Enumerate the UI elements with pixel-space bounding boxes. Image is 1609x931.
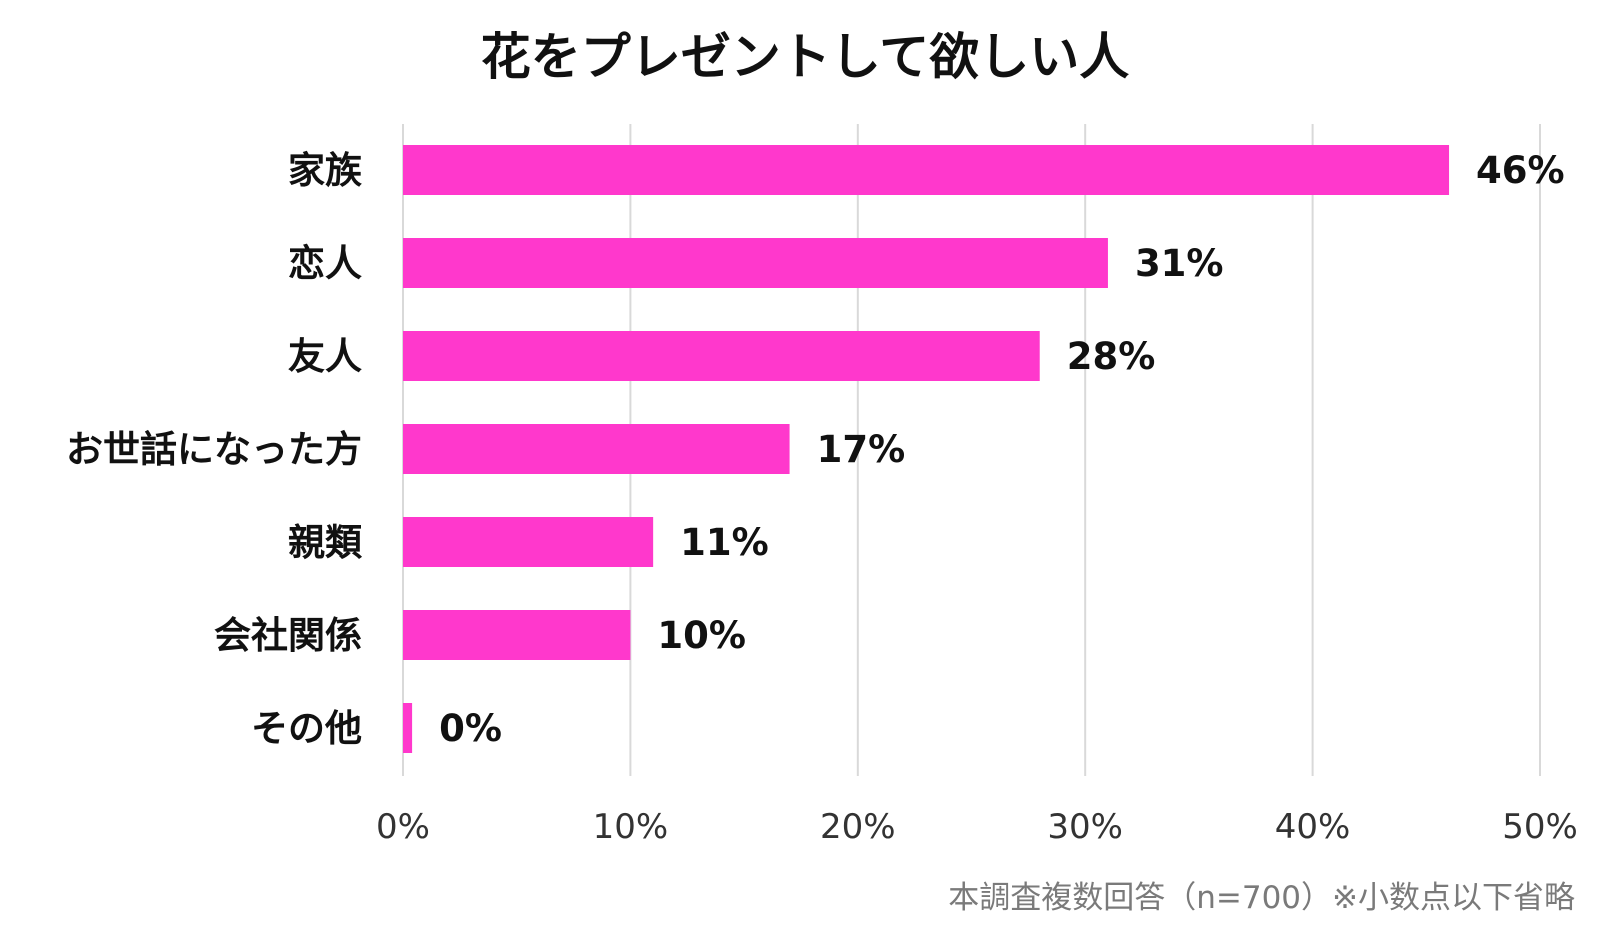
bars — [403, 145, 1450, 753]
category-label: 会社関係 — [214, 614, 362, 657]
x-tick-label: 20% — [820, 807, 896, 847]
bar — [403, 424, 790, 474]
category-label: 家族 — [288, 149, 362, 192]
x-axis-tick-labels: 0% 10% 20% 30% 40% 50% — [376, 807, 1578, 847]
value-label: 11% — [680, 521, 769, 564]
category-label: 恋人 — [288, 242, 362, 285]
gridlines — [402, 124, 1541, 776]
footnote: 本調査複数回答（n=700）※小数点以下省略 — [948, 880, 1575, 916]
value-label: 10% — [657, 614, 746, 657]
bar — [403, 331, 1040, 381]
category-label: 友人 — [288, 335, 362, 378]
value-labels: 46% 31% 28% 17% 11% 10% 0% — [439, 149, 1565, 750]
value-label: 0% — [439, 707, 502, 750]
value-label: 46% — [1476, 149, 1565, 192]
x-tick-label: 10% — [593, 807, 669, 847]
value-label: 28% — [1067, 335, 1156, 378]
category-label: お世話になった方 — [66, 428, 362, 471]
bar — [403, 238, 1108, 288]
chart-title: 花をプレゼントして欲しい人 — [481, 28, 1130, 86]
value-label: 31% — [1135, 242, 1224, 285]
bar — [403, 610, 631, 660]
x-tick-label: 0% — [376, 807, 430, 847]
x-tick-label: 40% — [1275, 807, 1351, 847]
bar — [403, 703, 413, 753]
category-label: その他 — [251, 707, 362, 750]
x-tick-label: 50% — [1502, 807, 1578, 847]
bar — [403, 145, 1450, 195]
x-tick-label: 30% — [1047, 807, 1123, 847]
bar — [403, 517, 654, 567]
category-label: 親類 — [288, 521, 363, 564]
value-label: 17% — [817, 428, 906, 471]
